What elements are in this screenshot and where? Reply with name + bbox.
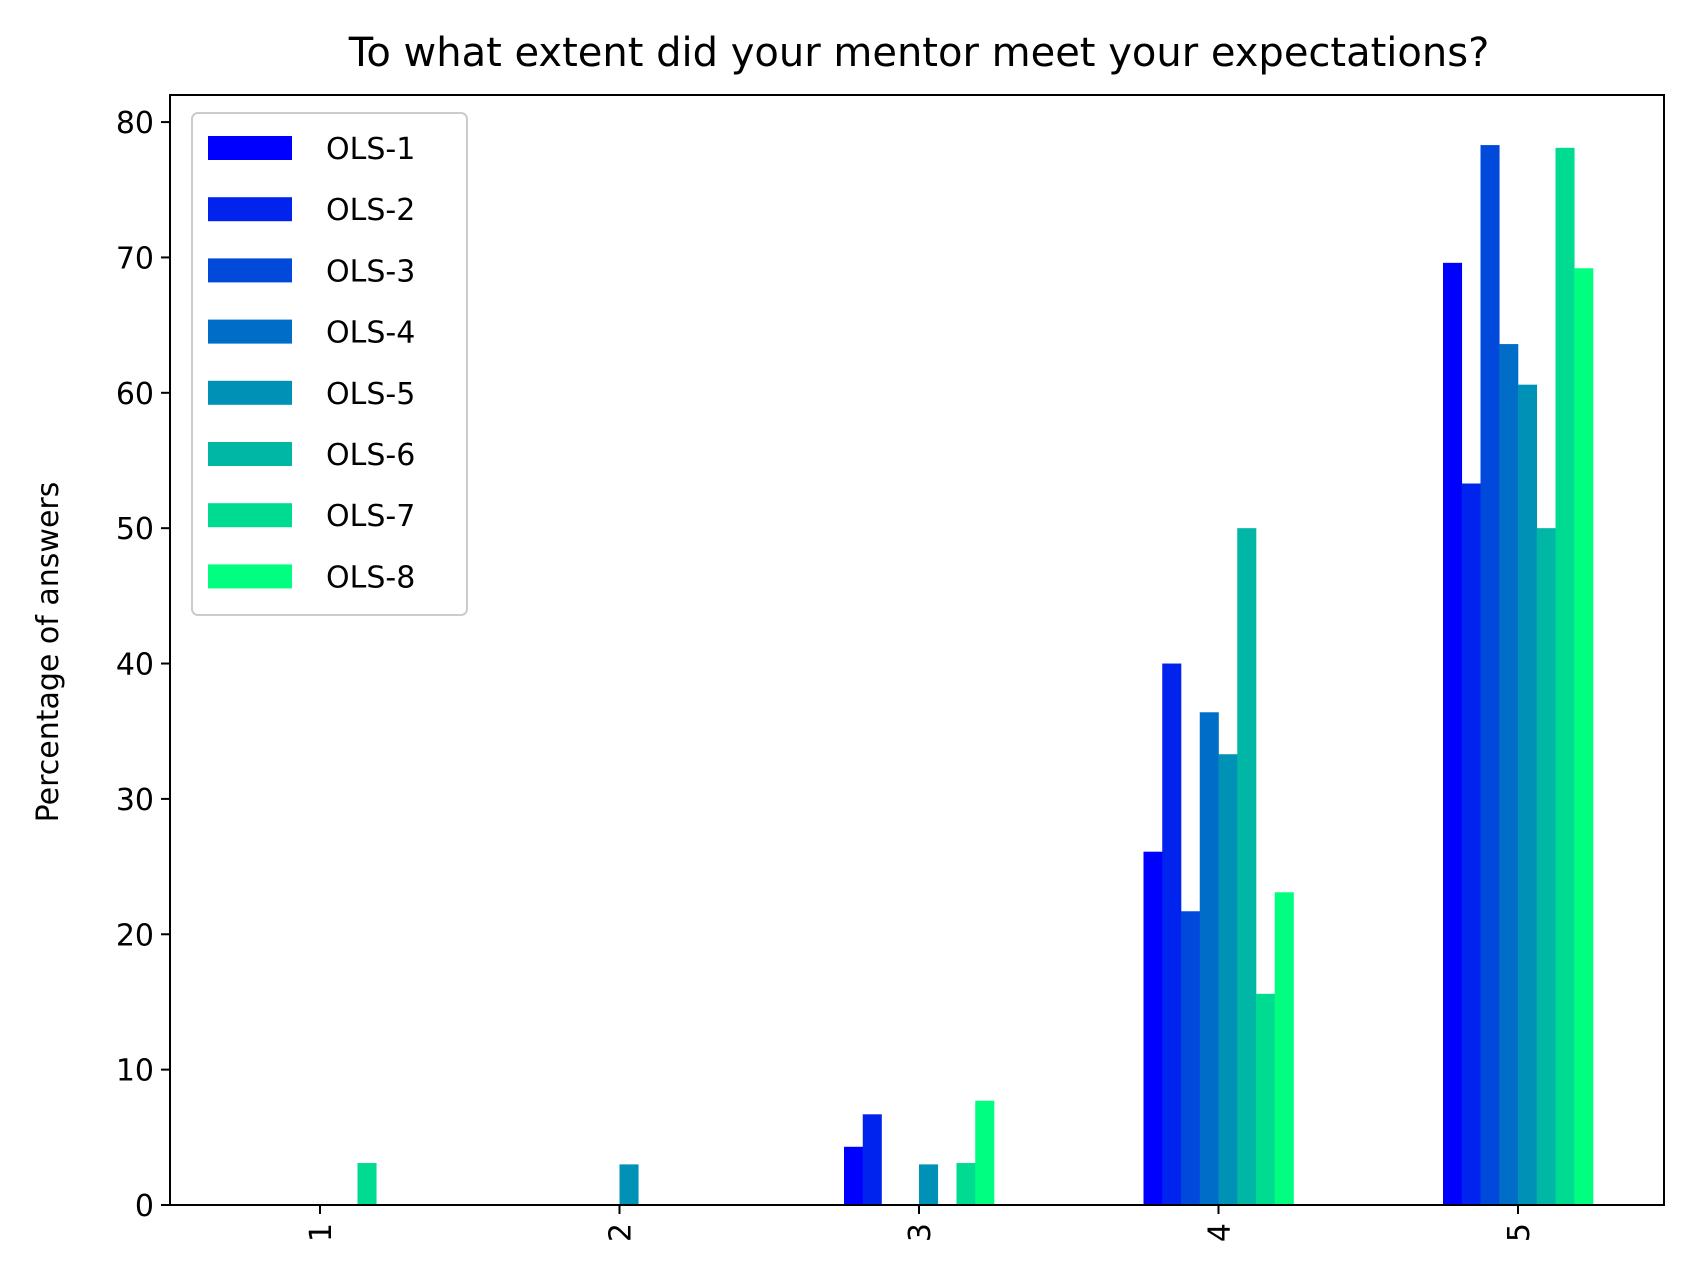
legend-swatch-ols-2 (208, 197, 292, 222)
legend-swatch-ols-4 (208, 319, 292, 344)
legend-label-ols-8: OLS-8 (326, 560, 415, 595)
bar-ols-1-cat-5 (1443, 262, 1463, 1206)
chart-title: To what extent did your mentor meet your… (348, 30, 1490, 76)
legend-frame (191, 112, 468, 616)
legend-label-ols-6: OLS-6 (326, 438, 415, 473)
x-tick-label-4: 4 (1203, 1223, 1238, 1242)
x-tick-label-3: 3 (903, 1223, 938, 1242)
legend-label-ols-2: OLS-2 (326, 193, 415, 228)
y-tick-label-10: 10 (116, 1054, 154, 1089)
bar-ols-2-cat-5 (1461, 483, 1481, 1205)
y-tick-label-0: 0 (135, 1189, 154, 1224)
legend-swatch-ols-7 (208, 503, 292, 528)
bar-ols-6-cat-4 (1237, 528, 1257, 1205)
legend-label-ols-4: OLS-4 (326, 316, 415, 351)
y-tick-label-40: 40 (116, 648, 154, 683)
bar-ols-8-cat-5 (1574, 268, 1594, 1205)
x-tick-label-2: 2 (604, 1223, 639, 1242)
x-tick-label-1: 1 (304, 1223, 339, 1242)
bar-ols-5-cat-2 (619, 1164, 639, 1205)
bar-ols-8-cat-3 (975, 1100, 995, 1205)
bar-ols-2-cat-4 (1162, 663, 1182, 1205)
bar-ols-2-cat-3 (862, 1114, 882, 1205)
legend-label-ols-7: OLS-7 (326, 499, 415, 534)
bar-ols-7-cat-4 (1256, 993, 1276, 1205)
axes-layer: 0 10 20 30 40 50 60 70 80 1 2 3 4 5 (116, 94, 1665, 1242)
y-axis-label: Percentage of answers (31, 482, 66, 823)
y-tick-label-20: 20 (116, 918, 154, 953)
legend-label-ols-5: OLS-5 (326, 377, 415, 412)
bar-ols-3-cat-4 (1181, 911, 1201, 1205)
legend-label-ols-3: OLS-3 (326, 254, 415, 289)
y-tick-label-80: 80 (116, 106, 154, 141)
bars-layer (357, 145, 1594, 1206)
bar-ols-7-cat-5 (1555, 147, 1575, 1205)
y-tick-label-60: 60 (116, 377, 154, 412)
plot-frame (169, 94, 1665, 1206)
legend-swatch-ols-3 (208, 258, 292, 283)
y-tick-label-30: 30 (116, 783, 154, 818)
bar-ols-3-cat-5 (1480, 145, 1500, 1206)
bar-ols-7-cat-1 (357, 1163, 377, 1205)
legend-swatch-ols-1 (208, 136, 292, 160)
bar-ols-4-cat-4 (1199, 712, 1219, 1205)
bar-ols-5-cat-4 (1218, 754, 1238, 1205)
y-tick-label-50: 50 (116, 512, 154, 547)
legend: OLS-1 OLS-2 OLS-3 OLS-4 OLS-5 OLS-6 OLS-7 OLS-8 (191, 112, 468, 616)
bar-ols-7-cat-3 (956, 1163, 976, 1205)
x-tick-label-5: 5 (1502, 1223, 1537, 1242)
bar-ols-5-cat-3 (919, 1164, 939, 1205)
bar-ols-1-cat-4 (1143, 851, 1163, 1205)
bar-ols-4-cat-5 (1499, 344, 1519, 1205)
legend-swatch-ols-6 (208, 442, 292, 466)
bar-ols-8-cat-4 (1274, 892, 1294, 1205)
legend-label-ols-1: OLS-1 (326, 132, 415, 167)
legend-swatch-ols-5 (208, 380, 292, 405)
legend-swatch-ols-8 (208, 564, 292, 589)
bar-ols-6-cat-5 (1536, 528, 1556, 1205)
bar-ols-1-cat-3 (844, 1146, 864, 1205)
y-tick-label-70: 70 (116, 241, 154, 276)
bar-ols-5-cat-5 (1518, 384, 1538, 1205)
